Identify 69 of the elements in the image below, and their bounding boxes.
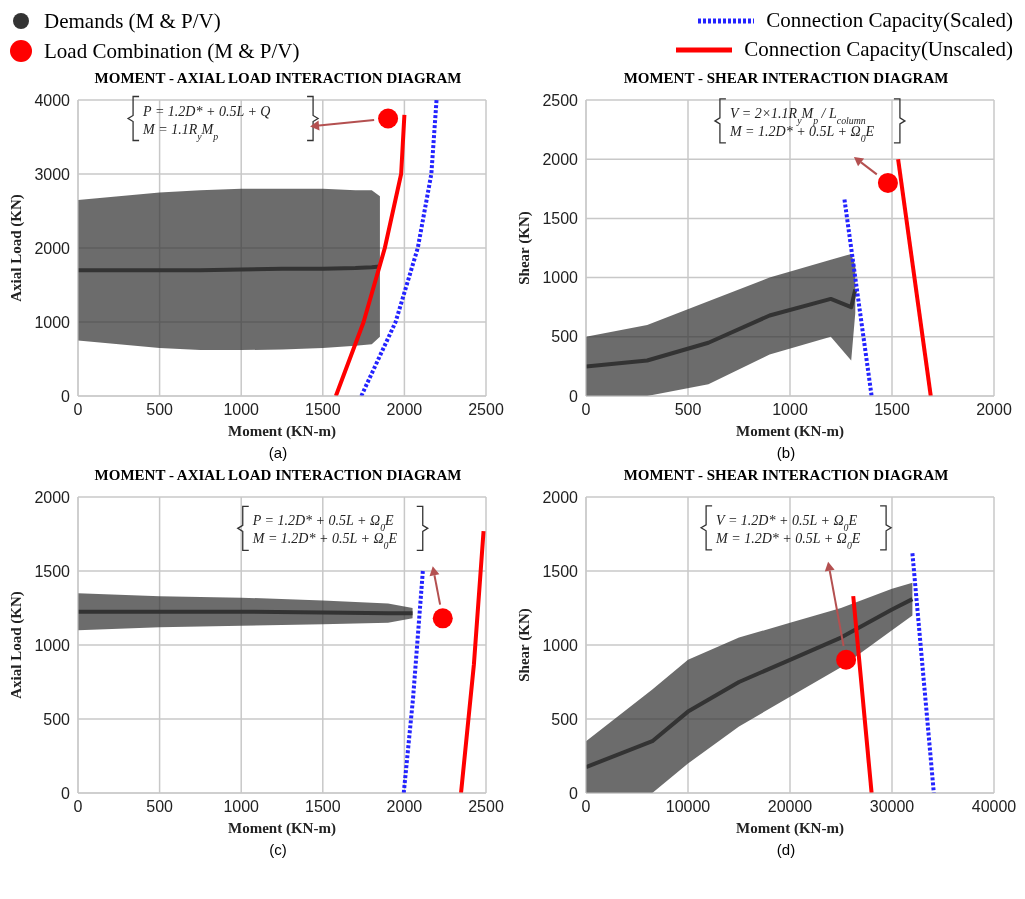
annotation: P = 1.2D* + 0.5L + Ω$_{0}$E M = 1.2D* + 0.5L + Ω$_{0}$E <box>251 513 398 551</box>
text: (b) <box>775 444 797 461</box>
x-tick-label: 1500 <box>305 798 341 816</box>
x-tick-label: 30000 <box>869 798 915 816</box>
y-tick-label: 2000 <box>542 150 579 168</box>
y-tick-label: 1000 <box>34 313 71 331</box>
x-axis-title: Moment (KN-m) <box>736 820 844 837</box>
y-axis-title: Shear (KN) <box>516 608 534 682</box>
x-tick-label: 500 <box>674 401 702 419</box>
y-tick-label: 500 <box>43 710 71 728</box>
y-axis-title: Axial Load (KN) <box>8 194 26 302</box>
y-tick-label: 1000 <box>34 636 71 654</box>
x-tick-label: 0 <box>581 401 591 419</box>
y-tick-label: 0 <box>569 387 579 405</box>
chart-title: MOMENT - AXIAL LOAD INTERACTION DIAGRAM <box>93 467 463 485</box>
legend-label: Connection Capacity(Unscaled) <box>744 37 1013 62</box>
y-tick-label: 1500 <box>34 562 71 580</box>
y-tick-label: 1000 <box>542 636 579 654</box>
annotation: V = 1.2D* + 0.5L + Ω$_{0}$E M = 1.2D* + 0.5L + Ω$_{0}$E <box>715 512 861 551</box>
y-tick-label: 0 <box>61 387 71 405</box>
legend-label: Connection Capacity(Scaled) <box>766 8 1013 33</box>
chart-title: MOMENT - SHEAR INTERACTION DIAGRAM <box>622 70 950 88</box>
y-axis-title: Axial Load (KN) <box>8 591 26 699</box>
x-tick-label: 500 <box>146 401 174 419</box>
y-tick-label: 2000 <box>34 488 71 506</box>
chart-title: MOMENT - AXIAL LOAD INTERACTION DIAGRAM <box>93 70 463 88</box>
x-tick-label: 1500 <box>874 401 910 419</box>
x-tick-label: 2000 <box>386 401 423 419</box>
y-tick-label: 1500 <box>542 210 579 228</box>
y-tick-label: 4000 <box>34 91 71 109</box>
x-tick-label: 0 <box>581 798 591 816</box>
line-series <box>333 112 407 396</box>
x-tick-label: 0 <box>73 401 83 419</box>
x-tick-label: 2500 <box>468 798 504 816</box>
x-axis-title: Moment (KN-m) <box>228 820 336 837</box>
x-tick-label: 2000 <box>386 798 423 816</box>
y-tick-label: 1000 <box>542 269 579 287</box>
legend-label: Load Combination (M & P/V) <box>44 38 300 64</box>
text: V = 2×1.1R$_{y}$M$_{p}$ / L$_{column}$ M = 1.2D* + 0.5L + Ω$_{0}$E <box>729 105 875 144</box>
x-axis-title: Moment (KN-m) <box>228 423 336 440</box>
y-tick-label: 500 <box>551 710 579 728</box>
x-tick-label: 20000 <box>767 798 813 816</box>
annotation: P = 1.2D* + 0.5L + Q M = 1.1R$_{y}$M$_{p}$ <box>142 103 271 141</box>
y-tick-label: 500 <box>551 328 579 346</box>
x-tick-label: 40000 <box>971 798 1017 816</box>
chart-title: MOMENT - SHEAR INTERACTION DIAGRAM <box>622 467 950 485</box>
x-tick-label: 1000 <box>223 401 260 419</box>
x-axis-title: Moment (KN-m) <box>736 423 844 440</box>
y-tick-label: 2500 <box>542 91 579 109</box>
line-series <box>359 100 439 396</box>
y-tick-label: 2000 <box>542 488 579 506</box>
y-tick-label: 0 <box>569 784 579 802</box>
y-tick-label: 2000 <box>34 239 71 257</box>
x-tick-label: 500 <box>146 798 174 816</box>
y-tick-label: 3000 <box>34 165 71 183</box>
legend-label: Demands (M & P/V) <box>44 8 221 34</box>
x-tick-label: 2500 <box>468 401 504 419</box>
text: (c) <box>268 841 288 858</box>
text: (d) <box>775 841 797 858</box>
x-tick-label: 0 <box>73 798 83 816</box>
x-tick-label: 1000 <box>772 401 808 419</box>
text: (a) <box>267 444 289 461</box>
y-axis-title: Shear (KN) <box>516 211 534 285</box>
x-tick-label: 1500 <box>305 401 341 419</box>
x-tick-label: 1000 <box>223 798 260 816</box>
y-tick-label: 0 <box>61 784 71 802</box>
x-tick-label: 10000 <box>665 798 711 816</box>
y-tick-label: 1500 <box>542 562 579 580</box>
x-tick-label: 2000 <box>976 401 1012 419</box>
